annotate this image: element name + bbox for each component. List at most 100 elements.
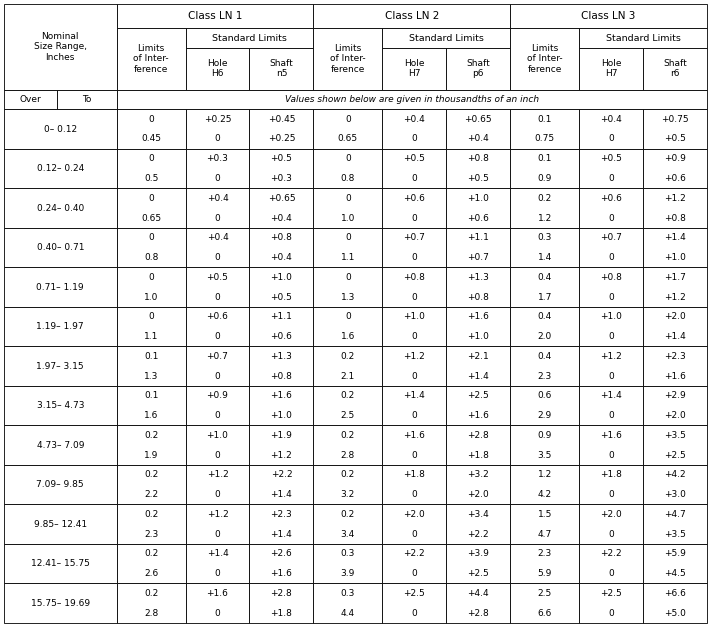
Bar (643, 307, 707, 347)
Text: 0.65: 0.65 (141, 214, 161, 223)
Text: Hole
H6: Hole H6 (208, 59, 228, 78)
Text: +1.6: +1.6 (403, 431, 425, 440)
Text: Standard Limits: Standard Limits (409, 33, 483, 43)
Text: +1.7: +1.7 (664, 273, 686, 282)
Bar (579, 426, 643, 465)
Text: 0: 0 (215, 214, 220, 223)
Text: +1.2: +1.2 (664, 293, 686, 302)
Text: 0.75: 0.75 (535, 135, 555, 144)
Text: 2.5: 2.5 (538, 589, 552, 598)
Text: 0: 0 (345, 312, 351, 321)
Bar (579, 386, 643, 426)
Text: 0.2: 0.2 (341, 352, 355, 361)
Text: +2.5: +2.5 (664, 451, 686, 460)
Bar (383, 307, 447, 347)
Bar (4, 109, 117, 149)
Bar (447, 386, 510, 426)
Text: +0.5: +0.5 (467, 174, 489, 183)
Text: +1.2: +1.2 (271, 451, 292, 460)
Text: 0.9: 0.9 (538, 174, 552, 183)
Bar (117, 188, 186, 228)
Text: 0.2: 0.2 (341, 510, 355, 519)
Text: +1.6: +1.6 (664, 372, 686, 381)
Bar (186, 188, 250, 228)
Bar (510, 544, 579, 584)
Text: +3.9: +3.9 (467, 549, 489, 559)
Bar (117, 228, 186, 267)
Text: +0.5: +0.5 (270, 154, 292, 163)
Text: 0: 0 (609, 372, 614, 381)
Text: 2.5: 2.5 (341, 411, 355, 420)
Text: 0.2: 0.2 (144, 431, 158, 440)
Bar (4, 4, 117, 90)
Bar (4, 149, 117, 188)
Text: +1.4: +1.4 (664, 233, 686, 242)
Bar (117, 28, 186, 90)
Text: Standard Limits: Standard Limits (212, 33, 287, 43)
Text: +0.7: +0.7 (600, 233, 622, 242)
Text: 0: 0 (345, 115, 351, 124)
Bar (383, 584, 447, 623)
Bar (186, 149, 250, 188)
Bar (117, 90, 707, 109)
Text: 0: 0 (412, 490, 417, 499)
Bar (250, 188, 314, 228)
Text: +1.2: +1.2 (207, 470, 228, 479)
Text: 1.5: 1.5 (538, 510, 552, 519)
Text: +1.0: +1.0 (403, 312, 425, 321)
Text: 0: 0 (609, 135, 614, 144)
Text: +5.0: +5.0 (664, 609, 686, 618)
Text: 1.1: 1.1 (144, 332, 159, 341)
Text: 0.12– 0.24: 0.12– 0.24 (37, 164, 84, 173)
Text: 5.9: 5.9 (538, 569, 552, 578)
Bar (447, 426, 510, 465)
Text: +0.4: +0.4 (207, 194, 228, 203)
Text: 0.40– 0.71: 0.40– 0.71 (36, 243, 84, 252)
Text: +1.4: +1.4 (664, 332, 686, 341)
Bar (383, 267, 447, 307)
Text: 0.2: 0.2 (341, 391, 355, 400)
Text: +2.8: +2.8 (467, 431, 489, 440)
Text: Nominal
Size Range,
Inches: Nominal Size Range, Inches (34, 32, 87, 61)
Text: +2.0: +2.0 (403, 510, 425, 519)
Text: +1.4: +1.4 (271, 490, 292, 499)
Text: 0: 0 (215, 332, 220, 341)
Text: 1.3: 1.3 (341, 293, 355, 302)
Text: Shaft
r6: Shaft r6 (663, 59, 687, 78)
Text: 0: 0 (148, 273, 154, 282)
Text: 0.71– 1.19: 0.71– 1.19 (36, 283, 84, 292)
Text: 0: 0 (148, 233, 154, 242)
Bar (314, 28, 383, 90)
Bar (250, 109, 314, 149)
Text: 0: 0 (412, 530, 417, 539)
Text: +1.2: +1.2 (664, 194, 686, 203)
Bar (117, 149, 186, 188)
Bar (447, 188, 510, 228)
Text: +0.5: +0.5 (207, 273, 228, 282)
Bar (314, 109, 383, 149)
Text: +1.0: +1.0 (270, 411, 292, 420)
Text: +2.0: +2.0 (600, 510, 622, 519)
Text: +0.6: +0.6 (270, 332, 292, 341)
Bar (186, 228, 250, 267)
Text: Limits
of Inter-
ference: Limits of Inter- ference (527, 44, 562, 74)
Bar (579, 188, 643, 228)
Text: 2.9: 2.9 (538, 411, 552, 420)
Text: +2.3: +2.3 (271, 510, 292, 519)
Text: Class LN 1: Class LN 1 (188, 11, 242, 21)
Bar (186, 386, 250, 426)
Text: +2.5: +2.5 (403, 589, 425, 598)
Text: 0: 0 (609, 569, 614, 578)
Bar (4, 188, 117, 228)
Bar (510, 228, 579, 267)
Text: +0.6: +0.6 (664, 174, 686, 183)
Text: +3.4: +3.4 (467, 510, 489, 519)
Text: +0.8: +0.8 (467, 293, 489, 302)
Bar (186, 267, 250, 307)
Bar (383, 426, 447, 465)
Text: +2.3: +2.3 (664, 352, 686, 361)
Bar (250, 228, 314, 267)
Text: +0.4: +0.4 (207, 233, 228, 242)
Bar (510, 505, 579, 544)
Text: 0: 0 (609, 253, 614, 262)
